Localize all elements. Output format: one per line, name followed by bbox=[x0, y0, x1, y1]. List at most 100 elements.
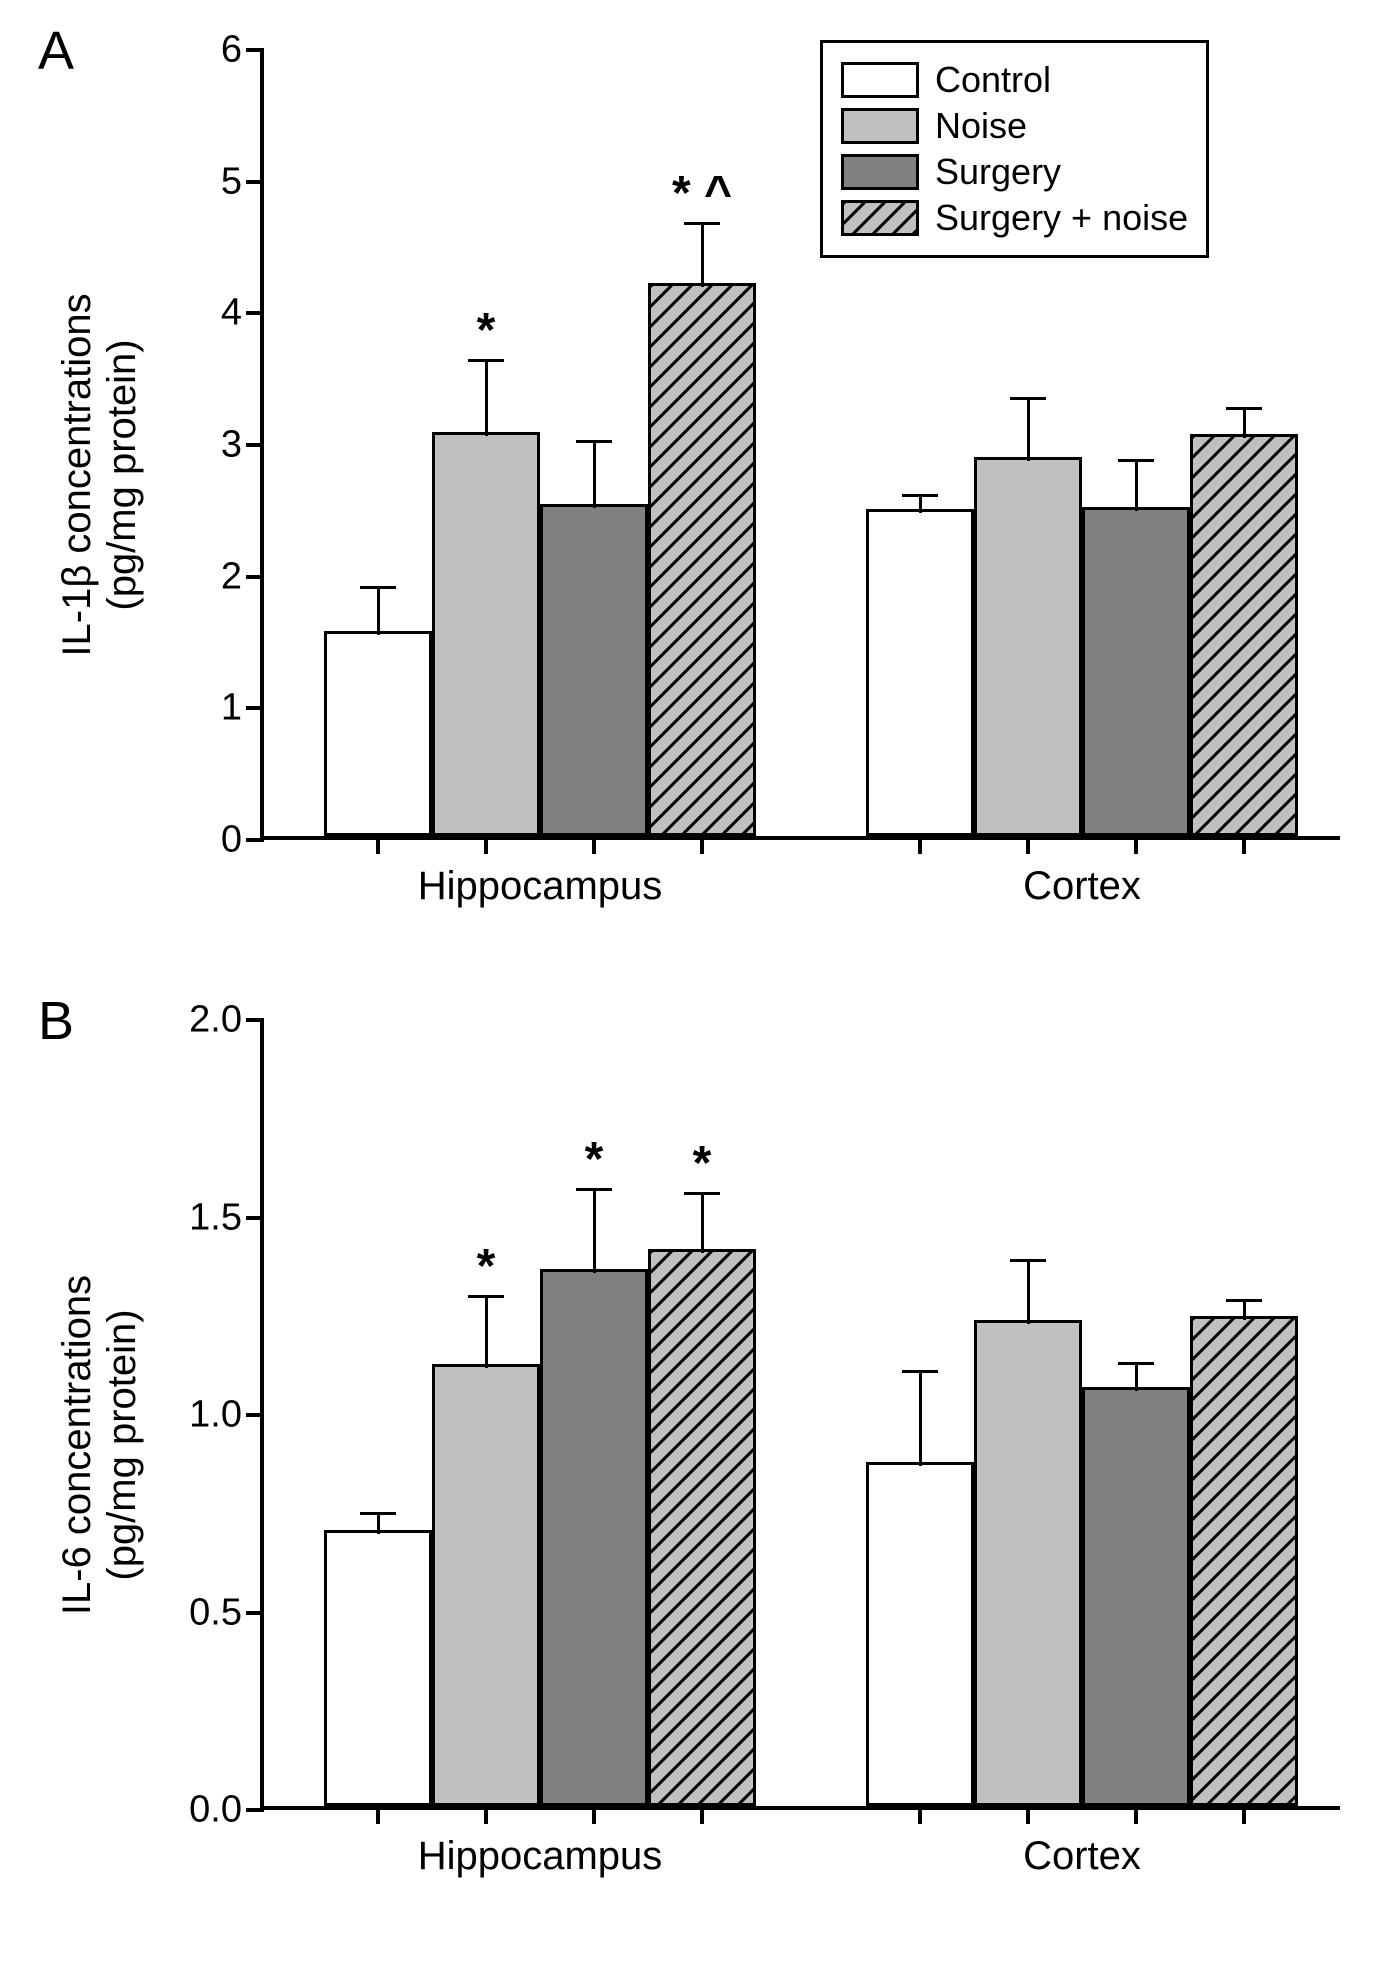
y-tick bbox=[246, 706, 264, 710]
x-tick bbox=[484, 836, 488, 854]
bar bbox=[648, 283, 756, 836]
error-cap bbox=[576, 440, 612, 443]
panel-a-ytitle-line2: (pg/mg protein) bbox=[100, 339, 144, 610]
y-tick bbox=[246, 1018, 264, 1022]
bar bbox=[432, 1364, 540, 1806]
panel-b: B IL-6 concentrations (pg/mg protein) 0.… bbox=[20, 990, 1373, 1920]
panel-b-label: B bbox=[38, 990, 74, 1052]
y-tick-label: 1.5 bbox=[189, 1196, 242, 1239]
bar bbox=[1082, 507, 1190, 836]
error-bar bbox=[1027, 1261, 1030, 1324]
x-tick bbox=[484, 1806, 488, 1824]
error-cap bbox=[1118, 1362, 1154, 1365]
y-tick-label: 0.0 bbox=[189, 1789, 242, 1832]
significance-marker: * bbox=[477, 1239, 496, 1294]
legend-row: Surgery bbox=[841, 151, 1188, 193]
y-tick bbox=[246, 838, 264, 842]
x-tick bbox=[1026, 1806, 1030, 1824]
y-tick bbox=[246, 48, 264, 52]
bar bbox=[974, 1320, 1082, 1806]
significance-marker: * bbox=[693, 1136, 712, 1191]
x-tick bbox=[592, 836, 596, 854]
y-tick-label: 5 bbox=[221, 160, 242, 203]
y-tick-label: 4 bbox=[221, 292, 242, 335]
error-cap bbox=[1226, 407, 1262, 410]
y-tick bbox=[246, 443, 264, 447]
bar bbox=[866, 509, 974, 836]
bar bbox=[1190, 1316, 1298, 1806]
error-bar bbox=[377, 1514, 380, 1534]
group-label: Hippocampus bbox=[418, 1834, 663, 1879]
error-cap bbox=[684, 1192, 720, 1195]
y-tick-label: 3 bbox=[221, 424, 242, 467]
error-bar bbox=[919, 1372, 922, 1467]
panel-b-ytitle-line1: IL-6 concentrations bbox=[55, 1275, 99, 1615]
significance-marker: * bbox=[585, 1132, 604, 1187]
figure: A IL-1β concentrations (pg/mg protein) 0… bbox=[20, 20, 1373, 1920]
error-bar bbox=[485, 361, 488, 436]
panel-a-ytitle-line1: IL-1β concentrations bbox=[55, 293, 99, 656]
y-tick-label: 2 bbox=[221, 555, 242, 598]
bar bbox=[1082, 1387, 1190, 1806]
legend-label: Noise bbox=[935, 105, 1027, 147]
panel-a-chart: IL-1β concentrations (pg/mg protein) 012… bbox=[260, 50, 1340, 840]
legend-row: Surgery + noise bbox=[841, 197, 1188, 239]
x-tick bbox=[700, 836, 704, 854]
error-cap bbox=[902, 1370, 938, 1373]
y-tick-label: 1.0 bbox=[189, 1394, 242, 1437]
significance-marker: * bbox=[477, 303, 496, 358]
error-bar bbox=[701, 224, 704, 287]
y-tick-label: 0 bbox=[221, 819, 242, 862]
legend-swatch bbox=[841, 62, 919, 98]
error-cap bbox=[902, 494, 938, 497]
x-tick bbox=[918, 1806, 922, 1824]
bar bbox=[974, 457, 1082, 836]
error-cap bbox=[1010, 1259, 1046, 1262]
panel-a: A IL-1β concentrations (pg/mg protein) 0… bbox=[20, 20, 1373, 950]
error-bar bbox=[485, 1297, 488, 1368]
error-bar bbox=[1135, 461, 1138, 511]
panel-a-ytitle: IL-1β concentrations (pg/mg protein) bbox=[55, 225, 145, 725]
x-tick bbox=[1134, 836, 1138, 854]
error-cap bbox=[468, 1295, 504, 1298]
group-label: Hippocampus bbox=[418, 864, 663, 909]
significance-marker: * ^ bbox=[672, 166, 732, 221]
group-label: Cortex bbox=[1023, 864, 1141, 909]
bar bbox=[324, 631, 432, 836]
y-tick-label: 1 bbox=[221, 687, 242, 730]
x-tick bbox=[592, 1806, 596, 1824]
error-cap bbox=[1226, 1299, 1262, 1302]
legend-row: Noise bbox=[841, 105, 1188, 147]
error-cap bbox=[1010, 397, 1046, 400]
legend-label: Surgery + noise bbox=[935, 197, 1188, 239]
x-tick bbox=[1242, 836, 1246, 854]
legend-swatch bbox=[841, 154, 919, 190]
error-bar bbox=[1243, 408, 1246, 438]
bar bbox=[540, 1269, 648, 1806]
y-tick bbox=[246, 1611, 264, 1615]
x-tick bbox=[1242, 1806, 1246, 1824]
error-bar bbox=[593, 441, 596, 508]
error-cap bbox=[360, 1512, 396, 1515]
bar bbox=[540, 504, 648, 836]
bar bbox=[1190, 434, 1298, 836]
panel-b-plot: 0.00.51.01.52.0***HippocampusCortex bbox=[260, 1020, 1340, 1810]
x-tick bbox=[1134, 1806, 1138, 1824]
error-bar bbox=[919, 495, 922, 513]
error-bar bbox=[377, 587, 380, 634]
error-cap bbox=[468, 359, 504, 362]
y-tick-label: 6 bbox=[221, 29, 242, 72]
legend: ControlNoiseSurgerySurgery + noise bbox=[820, 40, 1209, 258]
x-tick bbox=[376, 1806, 380, 1824]
y-tick bbox=[246, 1413, 264, 1417]
legend-label: Surgery bbox=[935, 151, 1061, 193]
legend-swatch bbox=[841, 200, 919, 236]
y-tick bbox=[246, 311, 264, 315]
error-cap bbox=[360, 586, 396, 589]
y-tick bbox=[246, 180, 264, 184]
error-bar bbox=[1027, 399, 1030, 461]
y-tick bbox=[246, 575, 264, 579]
error-cap bbox=[576, 1188, 612, 1191]
bar bbox=[648, 1249, 756, 1806]
error-bar bbox=[701, 1194, 704, 1253]
